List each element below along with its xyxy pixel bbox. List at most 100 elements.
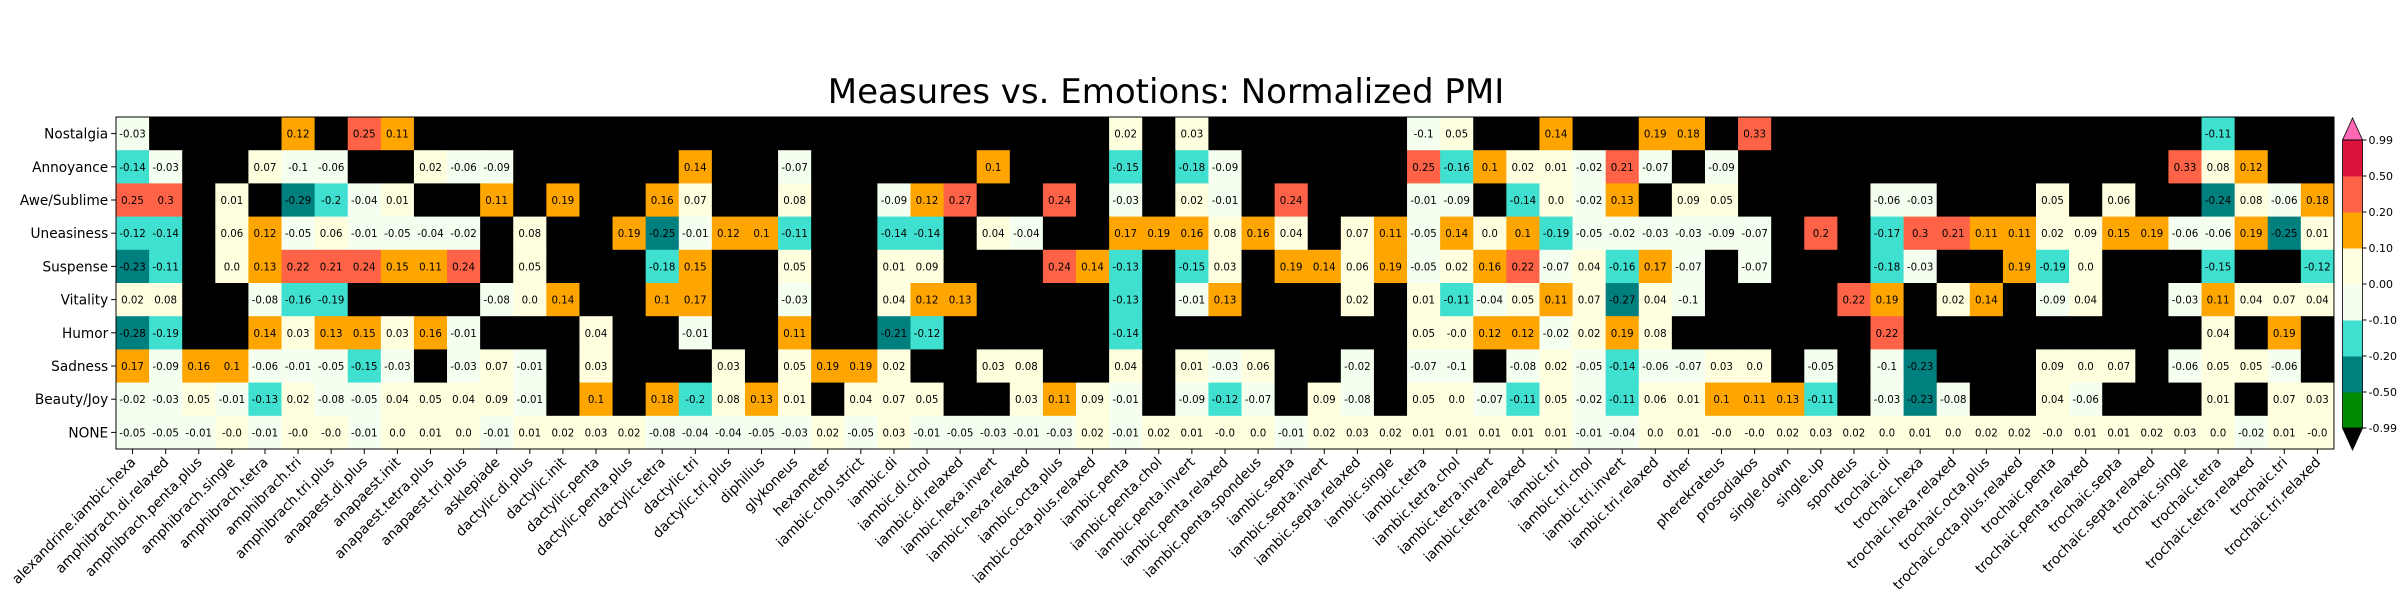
heatmap-cell [1009,316,1044,350]
cell-value-label: -0.04 [1477,294,1504,306]
colorbar-tick-label: -0.10 [2369,314,2397,327]
cell-value-label: 0.07 [2273,294,2296,306]
cell-value-label: 0.19 [618,228,641,240]
heatmap-cell [844,349,878,384]
cell-value-label: -0.05 [318,361,344,373]
heatmap-cell [1373,183,1408,218]
heatmap-cell [1837,382,1872,417]
cell-value-label: 0.03 [1710,361,1733,373]
heatmap-cell [1506,415,1541,450]
heatmap-cell [2168,117,2203,151]
heatmap-cell [1804,249,1838,284]
heatmap-cell [1009,415,1044,450]
heatmap-cell [1870,283,1905,317]
heatmap-cell [2135,316,2170,350]
cell-value-label: 0.0 [2210,427,2226,439]
cell-value-label: -0.01 [682,228,708,240]
heatmap-cell [347,349,382,384]
heatmap-cell [1638,249,1673,284]
heatmap-cell [1407,249,1441,284]
heatmap-cell [2002,117,2037,151]
heatmap-cell [480,283,514,317]
heatmap-cell [380,283,415,317]
cell-value-label: 0.1 [1482,162,1498,174]
heatmap-cell [1539,117,1574,151]
cell-value-label: 0.22 [1876,328,1899,340]
heatmap-cell [248,150,283,184]
heatmap-cell [1208,283,1243,317]
cell-value-label: 0.03 [717,361,740,373]
heatmap-cell [1771,283,1805,317]
heatmap-cell [1506,216,1541,251]
heatmap-cell [645,415,680,450]
heatmap-cell [2036,382,2070,417]
colorbar-tick-label: -0.99 [2369,422,2397,435]
heatmap-cell [2002,382,2037,417]
heatmap-cell [1870,349,1905,384]
heatmap-cell [778,249,812,284]
heatmap-cell [1042,216,1077,251]
cell-value-label: 0.11 [1743,394,1766,406]
heatmap-cell [1638,382,1673,417]
cell-value-label: -0.05 [1808,361,1834,373]
heatmap-cell [1208,216,1243,251]
heatmap-cell [1042,249,1077,284]
heatmap-cell [1076,349,1110,384]
heatmap-cell [645,316,680,350]
heatmap-cell [1605,117,1640,151]
heatmap-cell [811,249,845,284]
heatmap-cell [1704,216,1739,251]
cell-value-label: 0.01 [1180,427,1203,439]
heatmap-cell [744,316,779,350]
heatmap-cell [877,283,912,317]
cell-value-label: 0.08 [1644,328,1667,340]
heatmap-cell [877,249,912,284]
heatmap-cell [248,316,283,350]
cell-value-label: -0.09 [152,361,178,373]
heatmap-cell [281,415,316,450]
cell-value-label: -0.01 [914,427,940,439]
heatmap-cell [1373,415,1408,450]
heatmap-cell [1042,183,1077,218]
heatmap-cell [248,249,283,284]
heatmap-cell [1208,249,1243,284]
heatmap-cell [1373,150,1408,184]
cell-value-label: -0.03 [781,427,807,439]
heatmap-cell [1738,216,1772,251]
cell-value-label: 0.03 [2174,427,2197,439]
heatmap-cell [877,150,912,184]
cell-value-label: -0.04 [1013,228,1040,240]
heatmap-cell [1175,216,1210,251]
cell-value-label: -0.05 [384,228,410,240]
heatmap-cell [2036,150,2070,184]
cell-value-label: -0.08 [1344,394,1370,406]
heatmap-cell [116,117,150,151]
colorbar-segment [2342,176,2363,213]
heatmap-cell [1903,415,1938,450]
heatmap-cell [2002,349,2037,384]
heatmap-cell [1042,150,1077,184]
heatmap-cell [877,183,912,218]
heatmap-cell [2135,382,2170,417]
heatmap-cell [380,249,415,284]
heatmap-cell [645,382,680,417]
heatmap-cell [2069,415,2103,450]
heatmap-cell [910,382,945,417]
heatmap-cell [1638,283,1673,317]
cell-value-label: 0.06 [220,228,243,240]
cell-value-label: -0.08 [1940,394,1966,406]
colorbar-segment [2342,248,2363,285]
cell-value-label: 0.0 [224,261,240,273]
heatmap-cell [248,117,283,151]
cell-value-label: 0.03 [1214,261,1237,273]
heatmap-cell [182,283,216,317]
cell-value-label: 0.02 [287,394,310,406]
row-label: Nostalgia [44,126,108,142]
cell-value-label: 0.0 [2078,361,2094,373]
heatmap-cell [1506,183,1541,218]
cell-value-label: -0.03 [1642,228,1668,240]
heatmap-cell [1109,216,1143,251]
heatmap-cell [1539,216,1574,251]
heatmap-cell [2102,216,2136,251]
heatmap-cell [910,349,945,384]
